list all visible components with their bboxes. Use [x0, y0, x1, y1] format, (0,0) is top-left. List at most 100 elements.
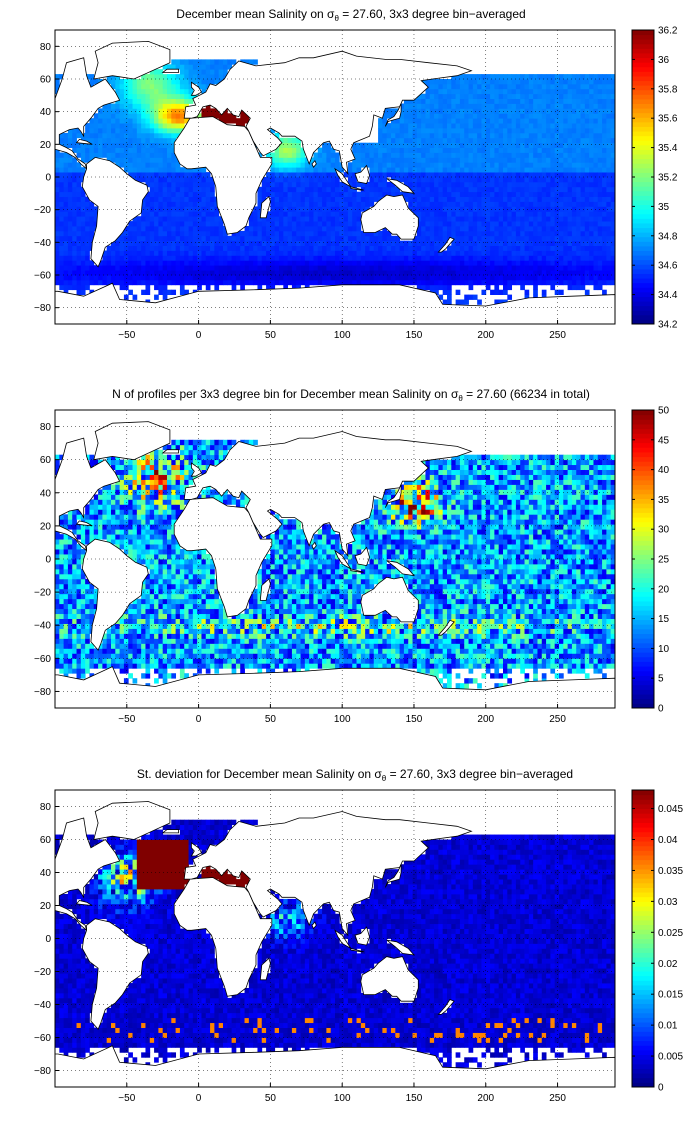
- bin-cell: [171, 245, 177, 251]
- bin-cell: [477, 93, 482, 99]
- bin-cell: [123, 147, 129, 153]
- bin-cell: [89, 504, 95, 510]
- bin-cell: [533, 275, 538, 281]
- bin-cell: [283, 181, 289, 188]
- bin-cell: [63, 658, 69, 664]
- bin-cell: [593, 226, 599, 232]
- bin-cell: [546, 93, 551, 99]
- bin-cell: [606, 191, 612, 197]
- bin-cell: [76, 509, 82, 515]
- bin-cell: [494, 167, 500, 173]
- bin-cell: [339, 216, 345, 222]
- bin-cell: [300, 177, 306, 183]
- bin-cell: [106, 157, 112, 163]
- bin-cell: [63, 226, 69, 232]
- bin-cell: [481, 216, 487, 222]
- bin-cell: [451, 93, 457, 99]
- bin-cell: [546, 103, 551, 109]
- bin-cell: [576, 157, 581, 163]
- bin-cell: [399, 162, 405, 168]
- bin-cell: [197, 206, 202, 212]
- bin-cell: [541, 177, 547, 183]
- bin-cell: [102, 658, 108, 664]
- bin-cell: [330, 211, 336, 217]
- bin-cell: [72, 514, 77, 520]
- bin-cell: [563, 88, 569, 95]
- bin-cell: [412, 142, 418, 148]
- bin-cell: [98, 514, 103, 520]
- bin-cell: [266, 230, 271, 237]
- bin-cell: [257, 211, 263, 217]
- bin-cell: [141, 172, 146, 178]
- bin-cell: [416, 93, 422, 99]
- bin-cell: [313, 250, 319, 256]
- colorbar-segment: [632, 167, 654, 173]
- bin-cell: [563, 118, 569, 124]
- bin-cell: [459, 103, 465, 109]
- bin-cell: [184, 59, 189, 65]
- bin-cell: [606, 108, 612, 114]
- bin-cell: [369, 157, 375, 163]
- bin-cell: [524, 123, 530, 129]
- bin-cell: [503, 157, 508, 163]
- bin-cell: [391, 279, 396, 286]
- bin-cell: [80, 608, 86, 615]
- bin-cell: [175, 177, 181, 183]
- bin-cell: [330, 235, 336, 242]
- bin-cell: [485, 240, 491, 246]
- bin-cell: [520, 88, 525, 95]
- bin-cell: [571, 226, 577, 232]
- bin-cell: [378, 250, 383, 256]
- bin-cell: [524, 181, 530, 188]
- bin-cell: [343, 250, 349, 256]
- bin-cell: [132, 226, 138, 232]
- bin-cell: [365, 186, 370, 193]
- bin-cell: [145, 108, 151, 114]
- bin-cell: [76, 618, 82, 624]
- bin-cell: [197, 260, 202, 266]
- bin-cell: [59, 598, 65, 605]
- bin-cell: [201, 240, 207, 246]
- bin-cell: [201, 186, 207, 193]
- bin-cell: [541, 250, 547, 256]
- bin-cell: [597, 162, 603, 168]
- bin-cell: [563, 230, 569, 237]
- bin-cell: [188, 186, 194, 193]
- bin-cell: [391, 270, 396, 276]
- bin-cell: [395, 147, 401, 153]
- bin-cell: [162, 132, 168, 139]
- colorbar-tick-label: 34.4: [658, 290, 678, 301]
- bin-cell: [304, 226, 310, 232]
- bin-cell: [567, 211, 573, 217]
- bin-cell: [434, 260, 439, 266]
- bin-cell: [283, 279, 289, 286]
- bin-cell: [115, 88, 121, 95]
- bin-cell: [485, 201, 491, 207]
- bin-cell: [563, 103, 569, 109]
- bin-cell: [584, 230, 590, 237]
- bin-cell: [80, 653, 86, 659]
- bin-cell: [283, 250, 289, 256]
- bin-cell: [606, 83, 612, 90]
- bin-cell: [67, 260, 73, 266]
- bin-cell: [550, 162, 556, 168]
- bin-cell: [63, 275, 69, 281]
- bin-cell: [287, 216, 293, 222]
- bin-cell: [485, 83, 491, 90]
- bin-cell: [218, 221, 224, 227]
- bin-cell: [223, 69, 228, 75]
- bin-cell: [330, 230, 336, 237]
- bin-cell: [162, 230, 168, 237]
- bin-cell: [59, 260, 65, 266]
- bin-cell: [63, 559, 69, 565]
- bin-cell: [563, 255, 569, 261]
- bin-cell: [352, 226, 357, 232]
- bin-cell: [580, 157, 586, 163]
- bin-cell: [429, 181, 435, 188]
- bin-cell: [171, 98, 177, 104]
- bin-cell: [309, 270, 314, 276]
- bin-cell: [468, 128, 474, 134]
- bin-cell: [360, 191, 366, 197]
- bin-cell: [296, 206, 301, 212]
- bin-cell: [106, 265, 112, 271]
